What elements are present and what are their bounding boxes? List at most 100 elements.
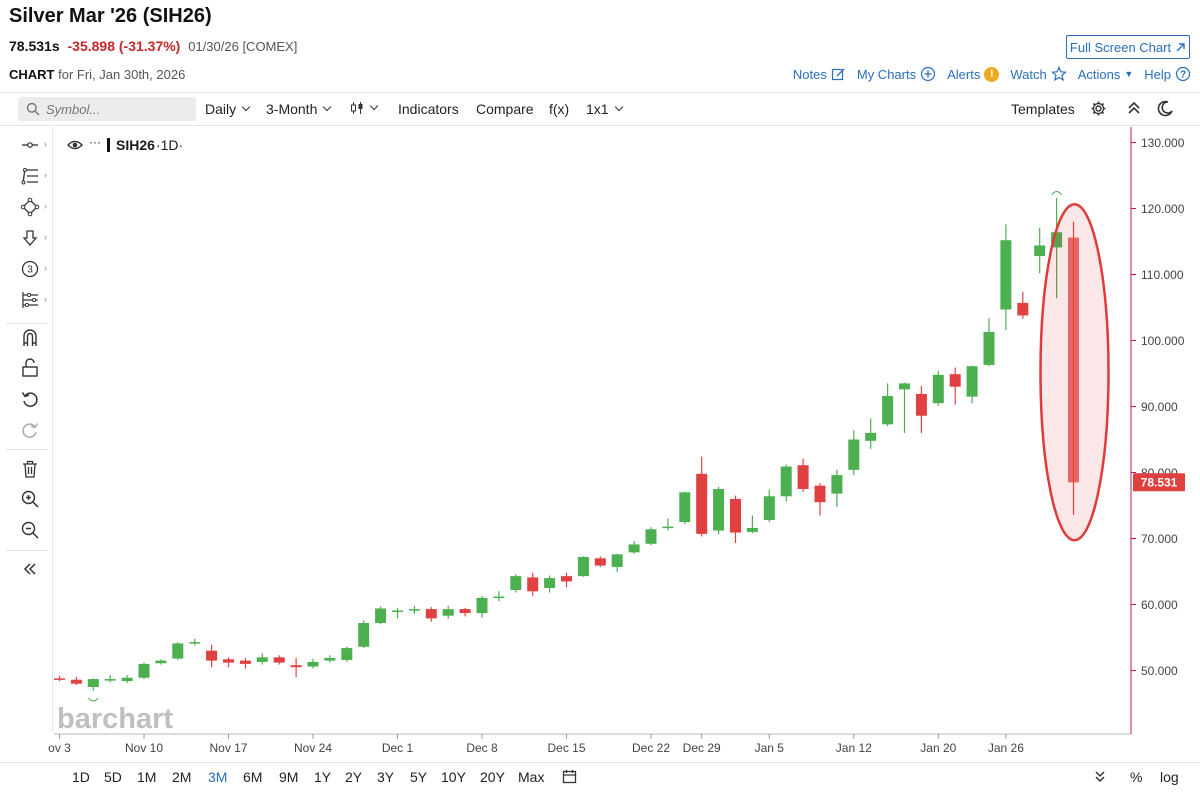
candle[interactable] [104,675,116,683]
help-link[interactable]: Help ? [1144,66,1191,82]
candle[interactable] [1017,291,1029,319]
candle[interactable] [375,606,387,625]
symbol-input[interactable] [46,101,186,117]
range-10y[interactable]: 10Y [441,769,466,785]
compare-button[interactable]: Compare [476,101,534,117]
watch-link[interactable]: Watch [1010,66,1067,82]
candle[interactable] [831,469,843,507]
candle[interactable] [899,382,910,433]
candle[interactable] [493,591,505,602]
candle[interactable] [561,572,572,588]
tool-expand-arrow[interactable]: › [44,139,47,149]
zoom-out-icon[interactable] [18,519,42,541]
candle[interactable] [87,678,99,691]
tool-expand-arrow[interactable]: › [44,201,47,211]
candle[interactable] [865,418,877,449]
candle[interactable] [611,553,623,573]
tool-expand-arrow[interactable]: › [44,170,47,180]
candle[interactable] [425,607,437,622]
my-charts-link[interactable]: My Charts [857,66,936,82]
price-chart[interactable]: barchart 50.00060.00070.00080.00090.0001… [0,127,1200,762]
line-tool-icon[interactable] [18,134,42,156]
magnet-icon[interactable] [18,327,42,349]
tool-expand-arrow[interactable]: › [44,294,47,304]
candle[interactable] [408,605,420,614]
chart-type-dropdown[interactable] [350,101,379,115]
candle[interactable] [324,655,336,663]
candle[interactable] [121,675,133,684]
shape-tool-icon[interactable] [18,196,42,218]
candle[interactable] [662,518,674,531]
fibonacci-tool-icon[interactable] [18,165,42,187]
candle[interactable] [273,655,285,665]
measure-tool-icon[interactable] [18,289,42,311]
range-3m[interactable]: 3M [208,769,228,785]
settings-button[interactable] [1090,100,1107,117]
range-3y[interactable]: 3Y [377,769,395,785]
alerts-link[interactable]: Alerts ! [947,66,1000,82]
range-max[interactable]: Max [518,769,545,785]
candle[interactable] [307,658,319,669]
range-5d[interactable]: 5D [104,769,122,785]
range-1y[interactable]: 1Y [314,769,332,785]
candle[interactable] [138,662,150,680]
candle[interactable] [442,605,454,620]
log-scale-button[interactable]: log [1160,769,1179,785]
candle[interactable] [713,487,725,535]
range-2y[interactable]: 2Y [345,769,363,785]
full-screen-chart-button[interactable]: Full Screen Chart [1066,35,1190,59]
candle[interactable] [1068,221,1079,515]
candle[interactable] [882,383,894,427]
candle[interactable] [1051,197,1063,299]
candle[interactable] [290,657,302,678]
collapse-header-button[interactable] [1127,100,1141,116]
candle[interactable] [628,541,640,554]
actions-menu[interactable]: Actions ▼ [1078,67,1134,82]
candle[interactable] [594,556,606,567]
candle[interactable] [358,620,370,649]
period-dropdown[interactable]: 3-Month [266,101,332,117]
candle[interactable] [155,659,167,665]
candle[interactable] [1034,227,1046,274]
function-button[interactable]: f(x) [549,101,569,117]
double-chevron-down-icon[interactable] [1094,770,1106,783]
candle[interactable] [459,607,471,617]
percent-scale-button[interactable]: % [1130,769,1143,785]
candle[interactable] [696,456,708,537]
range-1m[interactable]: 1M [137,769,157,785]
candle[interactable] [577,556,589,577]
candle[interactable] [814,483,826,516]
candle[interactable] [780,464,792,502]
range-6m[interactable]: 6M [243,769,263,785]
candle[interactable] [932,370,944,406]
candle[interactable] [223,657,234,668]
eye-icon[interactable] [67,139,83,151]
candle[interactable] [763,489,775,522]
candle[interactable] [476,595,488,618]
range-2m[interactable]: 2M [172,769,192,785]
tool-expand-arrow[interactable]: › [44,263,47,273]
undo-icon[interactable] [18,388,42,410]
redo-icon[interactable] [18,419,42,441]
zoom-in-icon[interactable] [18,488,42,510]
arrow-down-tool-icon[interactable] [18,227,42,249]
number-marker-icon[interactable]: 3 [18,258,42,280]
candle[interactable] [1000,224,1012,330]
candle[interactable] [544,575,556,593]
calendar-icon[interactable] [562,769,577,784]
candle[interactable] [915,386,927,433]
candle[interactable] [730,495,741,544]
dark-mode-toggle[interactable] [1157,100,1174,117]
candle[interactable] [510,574,522,593]
candle[interactable] [70,677,82,686]
candle[interactable] [645,527,657,546]
symbol-search[interactable] [18,97,196,121]
legend-menu-icon[interactable]: ··· [89,135,101,149]
trash-icon[interactable] [18,458,42,480]
candle[interactable] [746,515,758,534]
unlock-icon[interactable] [18,357,42,379]
candle[interactable] [256,653,268,665]
collapse-sidebar-icon[interactable] [18,558,42,580]
range-1d[interactable]: 1D [72,769,90,785]
range-5y[interactable]: 5Y [410,769,428,785]
